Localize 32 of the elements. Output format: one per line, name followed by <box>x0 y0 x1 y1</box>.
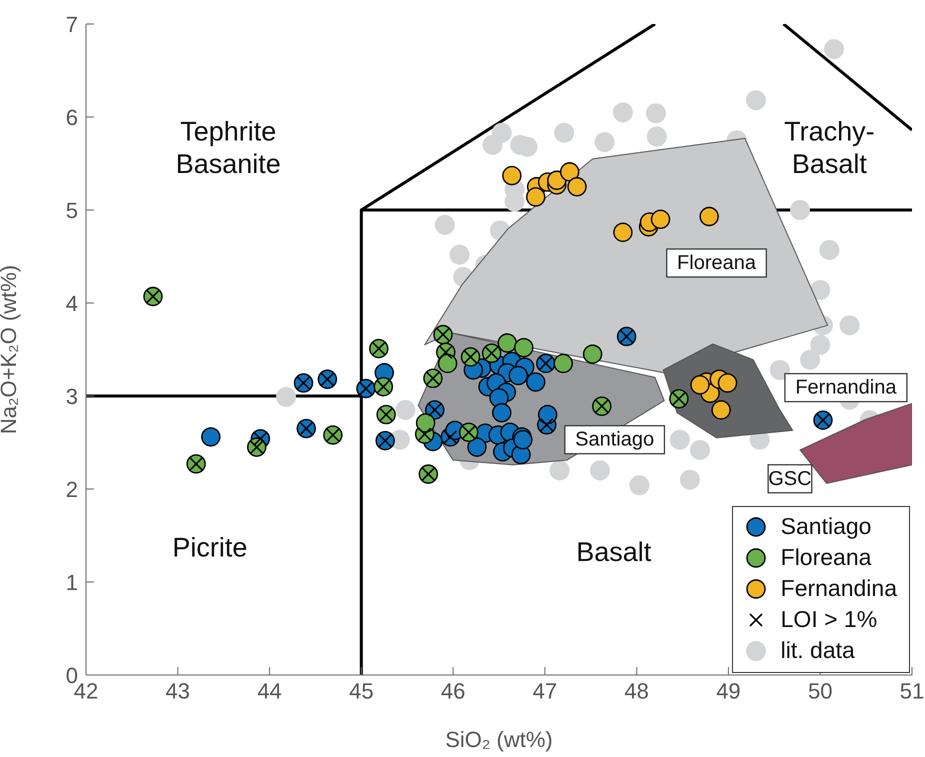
x-tick-label: 51 <box>900 678 924 704</box>
y-tick-label: 1 <box>66 570 78 595</box>
y-tick-label: 6 <box>66 104 78 130</box>
y-tick-label: 3 <box>66 384 78 409</box>
x-tick-label: 50 <box>808 678 832 704</box>
legend-label: Floreana <box>780 544 872 571</box>
y-tick-label: 4 <box>66 290 78 316</box>
y-tick-label: 7 <box>66 12 78 37</box>
y-tick-label: 2 <box>66 476 78 502</box>
x-tick-label: 48 <box>624 678 649 704</box>
annotation: Picrite <box>172 532 248 563</box>
annotation: Basalt <box>576 537 652 568</box>
legend-label: Santiago <box>780 513 872 540</box>
legend-label: Fernandina <box>780 575 897 602</box>
annotation: GSC <box>768 468 812 490</box>
x-axis-title: SiO₂ (wt%) <box>445 727 553 752</box>
x-tick-label: 47 <box>532 678 558 704</box>
legend-label: lit. data <box>780 637 855 664</box>
y-tick-label: 5 <box>66 198 78 223</box>
legend-label: LOI > 1% <box>780 606 878 633</box>
x-tick-label: 45 <box>349 678 374 704</box>
x-tick-label: 43 <box>166 678 190 704</box>
x-tick-label: 44 <box>257 678 282 704</box>
y-axis-title: Na₂O+K₂O (wt%) <box>0 264 21 434</box>
annotation: Trachy- Basalt <box>784 116 875 179</box>
annotation: Santiago <box>575 428 654 451</box>
y-tick-label: 0 <box>66 662 78 688</box>
annotation: Fernandina <box>795 376 898 399</box>
annotation: Floreana <box>677 252 757 274</box>
x-tick-label: 49 <box>716 678 741 704</box>
annotation: Tephrite Basanite <box>176 116 281 179</box>
x-tick-label: 46 <box>440 678 466 704</box>
